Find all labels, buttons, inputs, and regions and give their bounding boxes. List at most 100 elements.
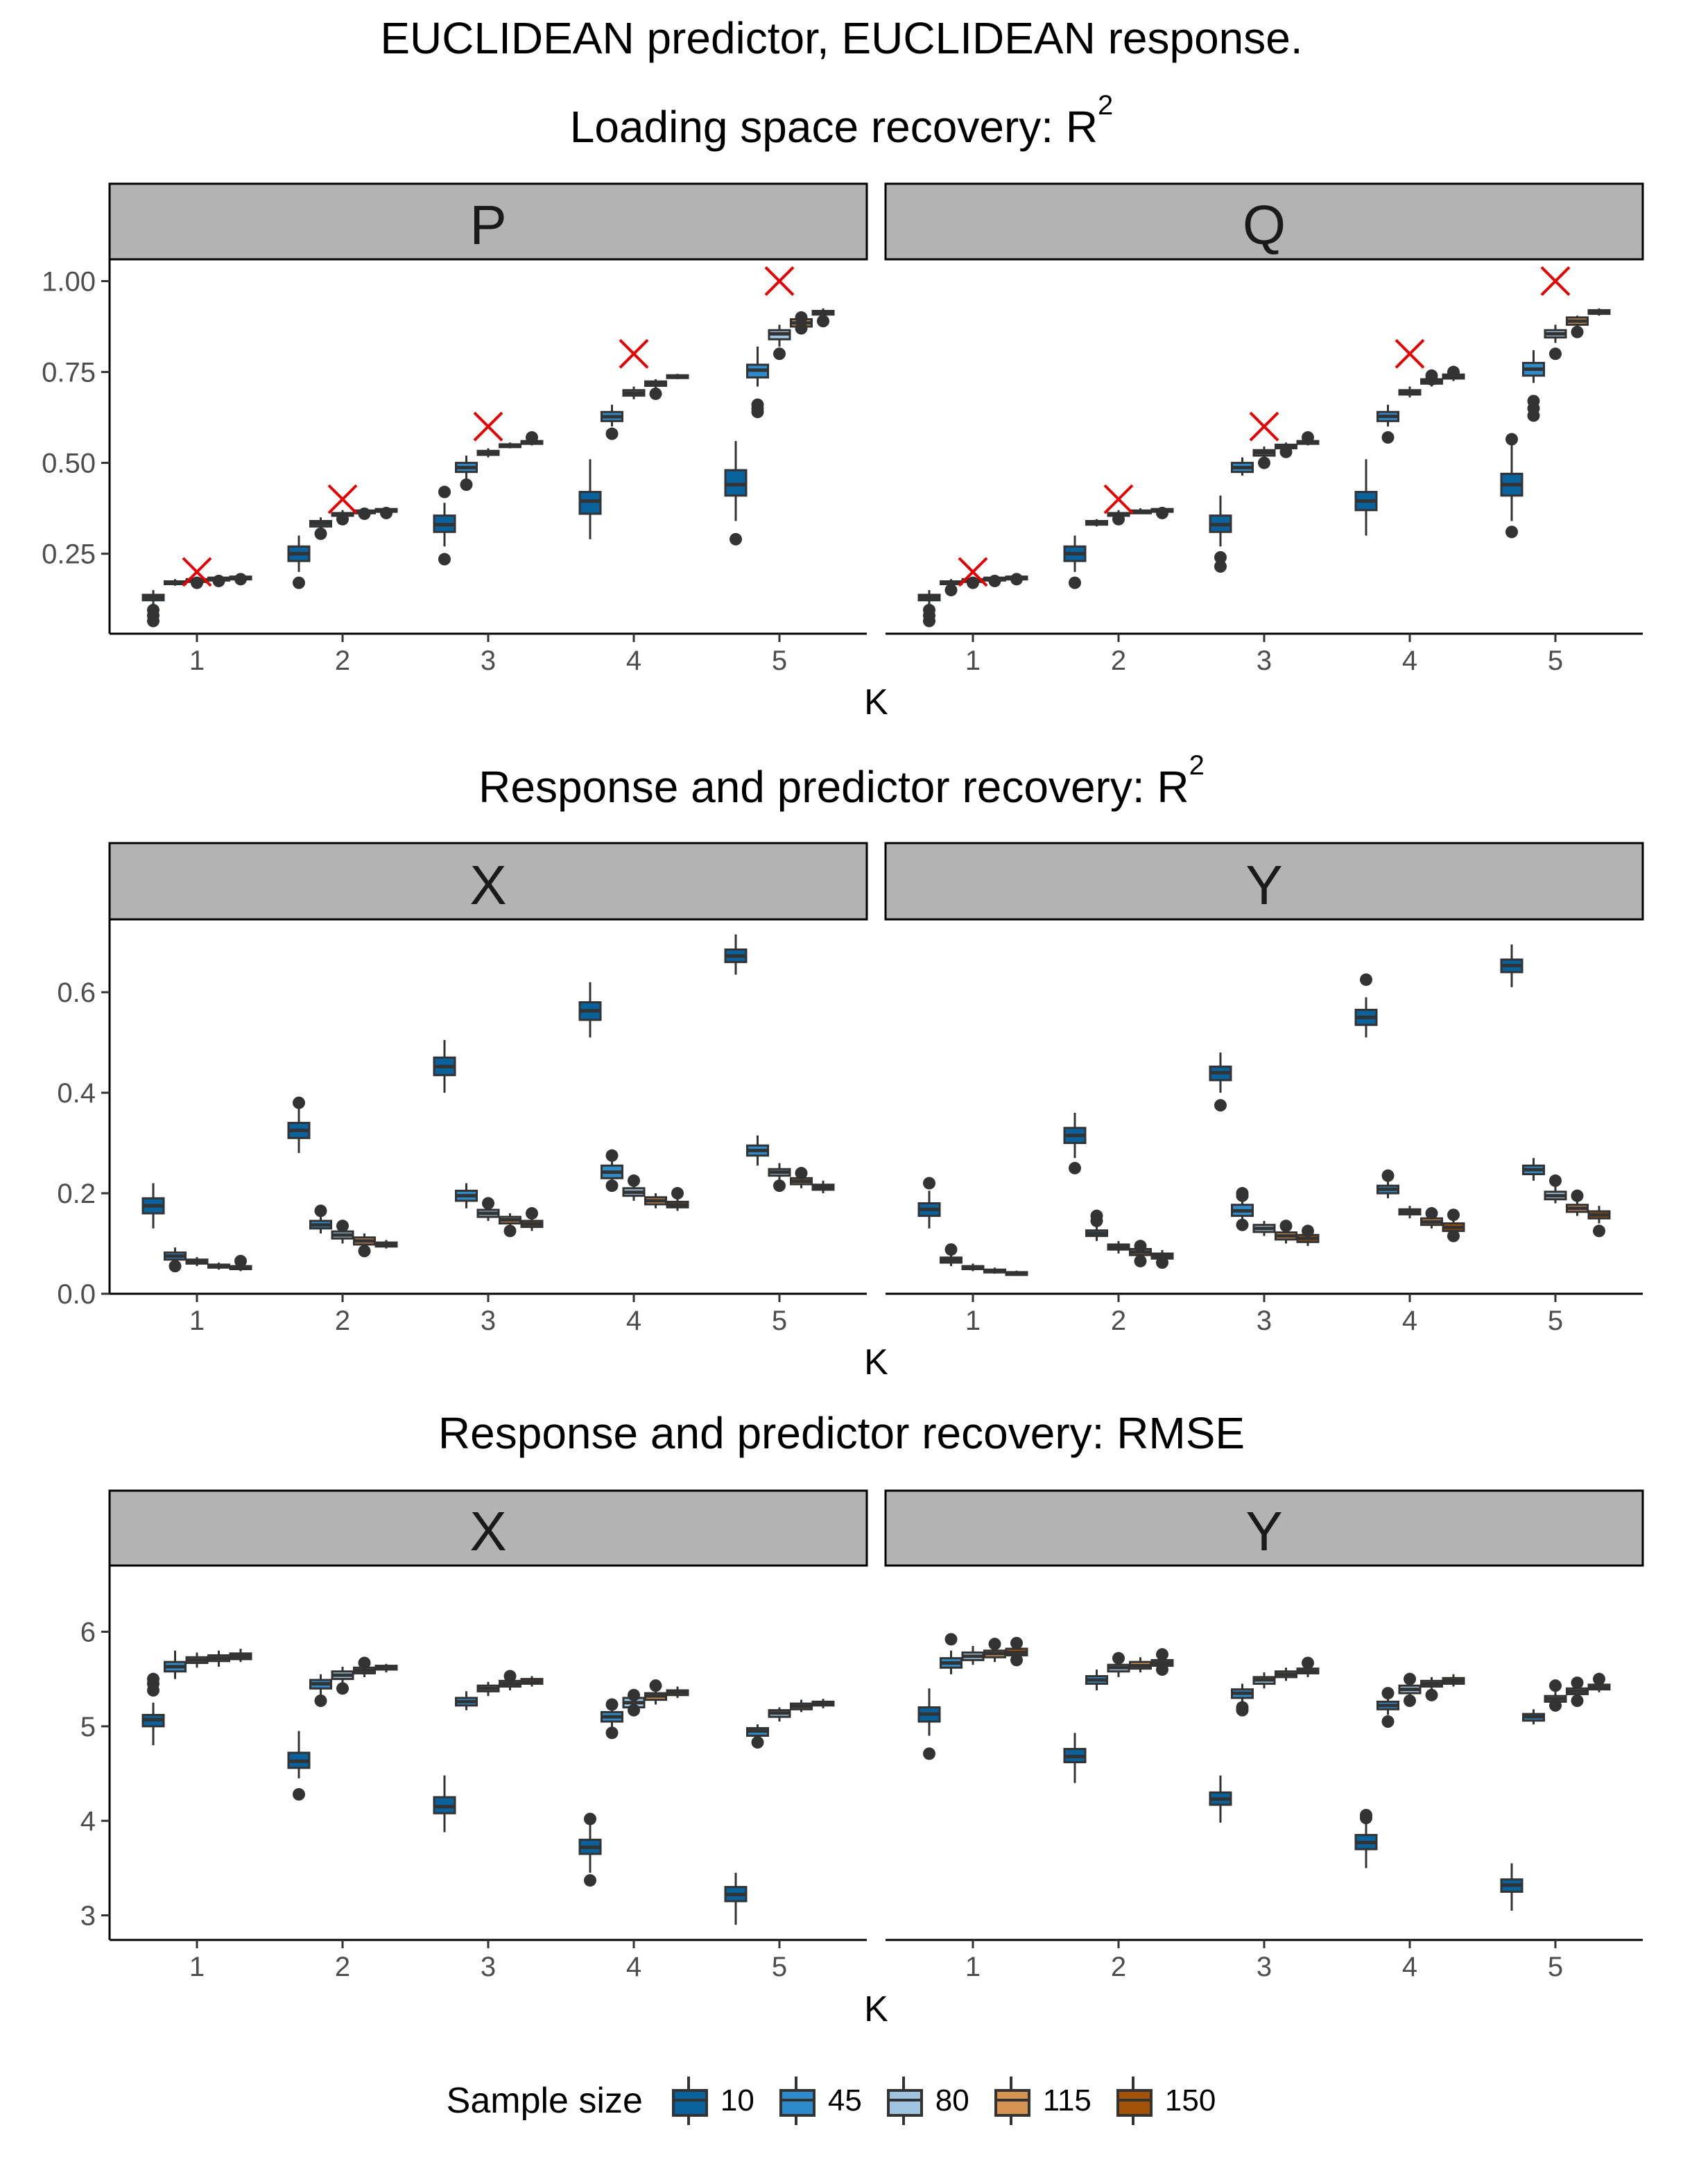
outlier-row2-x-k4-n150-0 xyxy=(671,1187,684,1200)
outlier-row1-p-k5-n10-0 xyxy=(730,532,742,546)
x-tick-label-row1-q-4: 4 xyxy=(1402,645,1417,676)
x-tick-label-row3-y-3: 3 xyxy=(1257,1952,1272,1982)
outlier-row2-y-k3-n45-1 xyxy=(1236,1189,1249,1202)
outlier-row2-x-k4-n80-0 xyxy=(628,1174,640,1187)
x-tick-label-row1-q-1: 1 xyxy=(965,645,981,676)
outlier-row1-q-k2-n150-0 xyxy=(1156,506,1168,519)
reference-marker-row1-p-k2 xyxy=(327,484,358,514)
outlier-row2-x-k4-n45-0 xyxy=(605,1149,619,1162)
y-tick-label-row2-x-0: 0.0 xyxy=(57,1279,96,1310)
outlier-row3-y-k5-n115-0 xyxy=(1571,1695,1584,1707)
x-tick-label-row1-q-3: 3 xyxy=(1257,645,1272,676)
outlier-row3-x-k4-n10-0 xyxy=(584,1874,596,1887)
outlier-row3-x-k4-n115-0 xyxy=(649,1679,662,1692)
outlier-row3-x-k5-n45-0 xyxy=(751,1736,764,1749)
outlier-row1-p-k3-n10-1 xyxy=(438,553,451,566)
facet-strip-row1-q xyxy=(884,182,1644,261)
outlier-row3-y-k1-n10-0 xyxy=(923,1747,935,1760)
outlier-row1-q-k5-n10-1 xyxy=(1505,433,1518,446)
outlier-row3-y-k5-n150-0 xyxy=(1593,1672,1605,1685)
reference-marker-row1-p-k5 xyxy=(764,266,795,296)
outlier-row1-q-k1-n115-0 xyxy=(988,574,1001,587)
y-tick-label-row2-x-1: 0.2 xyxy=(57,1179,96,1209)
outlier-row1-p-k2-n80-0 xyxy=(336,512,349,526)
outlier-row2-x-k1-n150-0 xyxy=(234,1254,247,1267)
reference-marker-row1-q-k1 xyxy=(958,557,988,587)
outlier-row3-y-k2-n150-0 xyxy=(1156,1648,1168,1661)
section-title-recovery-rmse: Response and predictor recovery: RMSE xyxy=(438,1408,1245,1458)
outlier-row3-x-k3-n115-0 xyxy=(503,1670,517,1683)
x-tick-label-row2-x-2: 2 xyxy=(335,1306,350,1336)
outlier-row2-y-k1-n45-0 xyxy=(944,1243,958,1256)
outlier-row3-x-k4-n45-1 xyxy=(605,1698,619,1711)
outlier-row1-p-k2-n150-0 xyxy=(380,506,392,519)
outlier-row2-x-k2-n80-0 xyxy=(336,1220,349,1233)
box-row1-p-k5-n10 xyxy=(724,469,748,497)
outlier-row2-x-k2-n115-0 xyxy=(358,1245,371,1258)
x-tick-label-row1-p-1: 1 xyxy=(189,645,205,676)
outlier-row2-y-k4-n115-0 xyxy=(1425,1207,1438,1220)
x-tick-label-row2-y-4: 4 xyxy=(1402,1306,1417,1336)
reference-marker-row1-q-k5 xyxy=(1540,266,1571,296)
outlier-row2-x-k2-n45-0 xyxy=(314,1204,327,1217)
x-tick-label-row2-x-3: 3 xyxy=(481,1306,496,1336)
outlier-row1-p-k1-n150-0 xyxy=(234,573,247,586)
outlier-row1-q-k5-n80-0 xyxy=(1549,347,1562,361)
x-tick-label-row1-q-2: 2 xyxy=(1111,645,1126,676)
y-tick-label-row3-x-2: 5 xyxy=(80,1712,96,1742)
outlier-row3-y-k1-n150-0 xyxy=(1010,1636,1023,1649)
outlier-row3-y-k4-n115-0 xyxy=(1425,1688,1438,1701)
page-title: EUCLIDEAN predictor, EUCLIDEAN response. xyxy=(380,13,1303,63)
reference-marker-row1-p-k1 xyxy=(182,557,212,587)
reference-marker-row1-q-k3 xyxy=(1249,411,1279,442)
x-tick-label-row2-x-1: 1 xyxy=(189,1306,205,1336)
reference-marker-row1-p-k3 xyxy=(473,411,503,442)
facet-label-row2-x: X xyxy=(469,854,506,916)
x-tick-label-row2-y-1: 1 xyxy=(965,1306,981,1336)
outlier-row2-x-k2-n10-0 xyxy=(293,1096,305,1109)
x-tick-label-row3-x-1: 1 xyxy=(189,1952,205,1982)
x-tick-label-row3-x-4: 4 xyxy=(626,1952,641,1982)
y-tick-label-row1-p-1: 0.50 xyxy=(42,449,96,479)
legend-label-10: 10 xyxy=(720,2083,754,2117)
x-tick-label-row3-x-3: 3 xyxy=(481,1952,496,1982)
x-tick-label-row3-y-5: 5 xyxy=(1548,1952,1563,1982)
facet-label-row1-p: P xyxy=(469,194,506,256)
outlier-row2-y-k4-n10-0 xyxy=(1360,973,1372,986)
facet-label-row2-y: Y xyxy=(1245,854,1282,916)
facet-strip-row3-y xyxy=(884,1489,1644,1567)
outlier-row1-q-k4-n150-0 xyxy=(1447,365,1460,379)
outlier-row3-x-k2-n80-0 xyxy=(336,1682,349,1695)
outlier-row3-y-k4-n80-1 xyxy=(1404,1672,1416,1685)
outlier-row2-y-k2-n150-0 xyxy=(1156,1256,1168,1269)
outlier-row1-p-k3-n10-0 xyxy=(438,485,451,499)
facet-strip-row3-x xyxy=(108,1489,868,1567)
outlier-row1-q-k5-n115-0 xyxy=(1571,325,1584,338)
y-tick-label-row1-p-3: 1.00 xyxy=(42,266,96,297)
outlier-row2-y-k2-n115-1 xyxy=(1134,1254,1147,1267)
legend-swatch-45 xyxy=(779,2089,815,2117)
outlier-row1-p-k3-n45-0 xyxy=(460,478,473,492)
outlier-row1-p-k4-n115-0 xyxy=(649,387,662,400)
x-tick-label-row1-p-3: 3 xyxy=(481,645,496,676)
reference-marker-row1-p-k4 xyxy=(619,338,649,369)
legend-swatch-150 xyxy=(1116,2089,1153,2117)
y-tick-label-row1-p-2: 0.75 xyxy=(42,358,96,388)
outlier-row2-y-k3-n150-0 xyxy=(1302,1224,1314,1238)
outlier-row3-y-k3-n45-1 xyxy=(1236,1701,1249,1714)
outlier-row1-q-k2-n80-0 xyxy=(1112,512,1125,526)
x-axis-label-row2: K xyxy=(864,1342,888,1383)
facet-label-row1-q: Q xyxy=(1243,194,1286,256)
outlier-row2-x-k5-n115-0 xyxy=(795,1167,808,1180)
legend-title: Sample size xyxy=(446,2081,643,2121)
legend-label-115: 115 xyxy=(1042,2083,1091,2117)
outlier-row1-p-k5-n80-0 xyxy=(773,347,786,361)
legend-item-45: 45 xyxy=(775,2077,862,2125)
outlier-row3-x-k2-n115-0 xyxy=(358,1656,371,1670)
x-tick-label-row3-y-1: 1 xyxy=(965,1952,981,1982)
section-title-recovery-r2: Response and predictor recovery: R2 xyxy=(478,750,1205,812)
outlier-row3-y-k1-n45-0 xyxy=(944,1633,958,1646)
outlier-row3-y-k4-n10-1 xyxy=(1360,1809,1372,1821)
outlier-row3-x-k4-n10-1 xyxy=(584,1812,596,1826)
